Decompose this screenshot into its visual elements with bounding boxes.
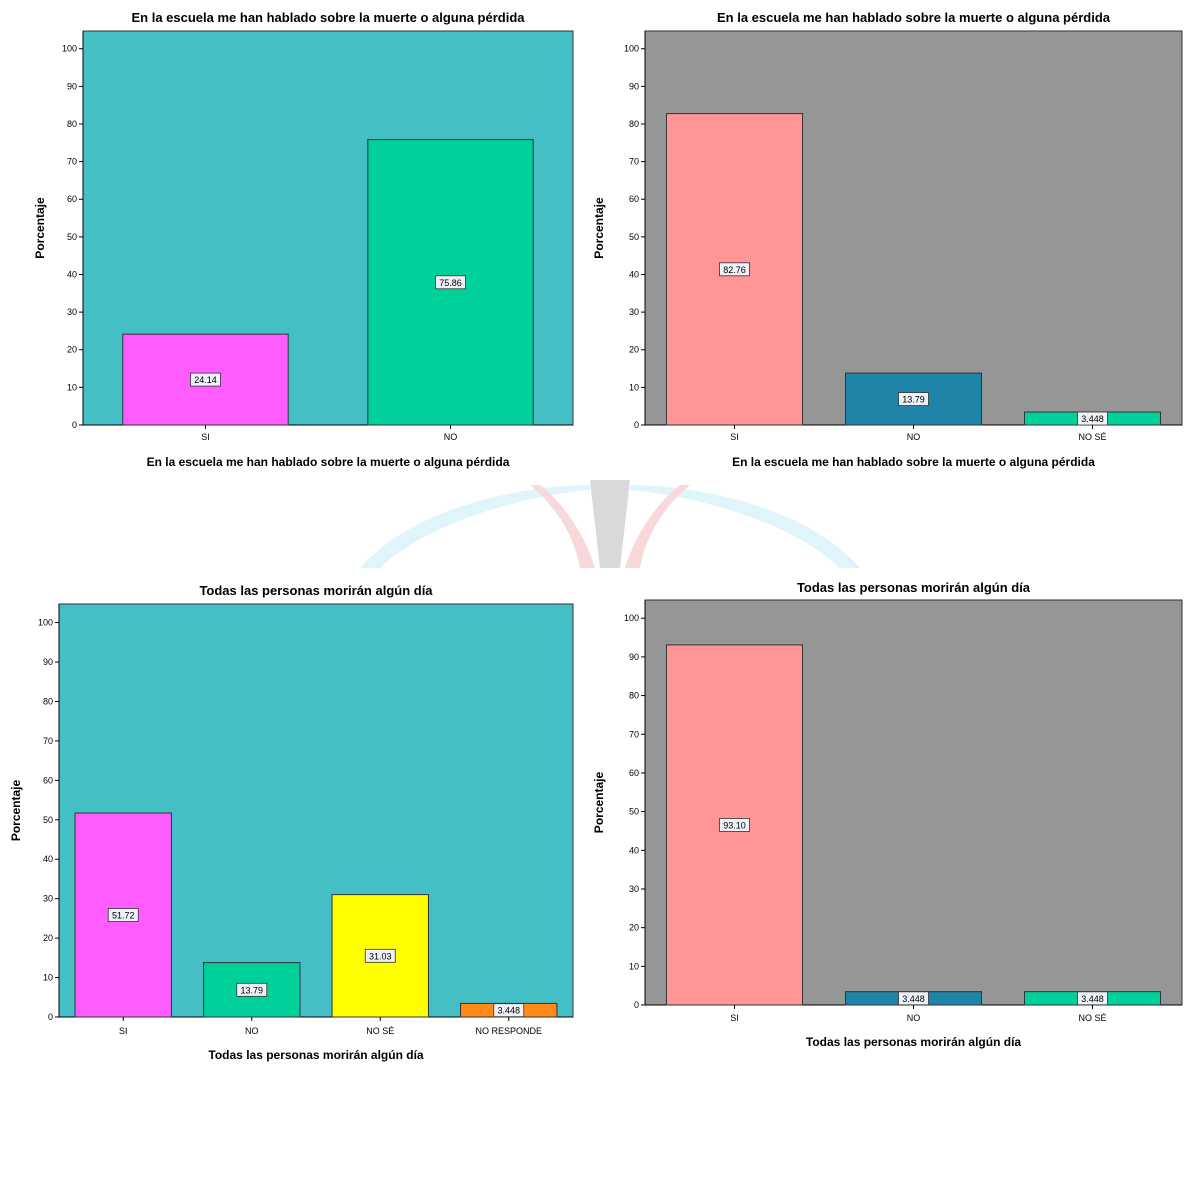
y-tick-label: 10 [629,382,639,392]
category-label: SI [730,1013,739,1023]
data-label-box [493,1003,525,1018]
y-tick-label: 50 [629,232,639,242]
y-tick-label: 70 [629,729,639,739]
data-label: 75.86 [439,278,462,288]
data-label-box [190,372,221,387]
data-label: 3.448 [1081,414,1104,424]
y-tick-label: 10 [43,973,53,983]
y-tick-label: 90 [629,81,639,91]
y-tick-label: 30 [43,894,53,904]
y-tick-label: 50 [629,807,639,817]
data-label: 3.448 [902,994,925,1004]
category-label: SI [201,432,210,442]
y-tick-label: 90 [67,81,77,91]
y-tick-label: 80 [629,119,639,129]
chart-title: Todas las personas morirán algún día [199,583,433,598]
data-label: 3.448 [1081,994,1104,1004]
category-label: NO SÉ [1078,1013,1106,1023]
data-label: 13.79 [902,395,925,405]
y-tick-label: 40 [629,845,639,855]
category-label: NO [245,1026,259,1036]
y-tick-label: 90 [629,652,639,662]
y-tick-label: 70 [43,736,53,746]
y-axis-label: Porcentaje [592,771,606,833]
y-tick-label: 100 [62,44,77,54]
data-label: 24.14 [194,375,217,385]
data-label: 13.79 [240,985,263,995]
y-tick-label: 0 [634,420,639,430]
y-tick-label: 40 [43,854,53,864]
x-axis-label: Todas las personas morirán algún día [208,1048,423,1062]
y-tick-label: 100 [624,613,639,623]
y-tick-label: 30 [629,307,639,317]
category-label: NO SÉ [366,1026,394,1036]
y-tick-label: 30 [67,307,77,317]
y-tick-label: 20 [67,345,77,355]
category-label: SI [730,432,739,442]
y-tick-label: 60 [67,194,77,204]
y-tick-label: 100 [38,618,53,628]
y-tick-label: 0 [634,1000,639,1010]
data-label: 51.72 [112,911,135,921]
y-tick-label: 10 [629,961,639,971]
y-tick-label: 60 [43,775,53,785]
y-tick-label: 40 [629,269,639,279]
y-tick-label: 50 [67,232,77,242]
y-tick-label: 50 [43,815,53,825]
y-tick-label: 70 [629,157,639,167]
data-label-box [1077,411,1108,426]
y-tick-label: 90 [43,657,53,667]
y-tick-label: 20 [43,933,53,943]
y-tick-label: 60 [629,768,639,778]
data-label: 93.10 [723,820,746,830]
data-label-box [898,991,929,1006]
y-tick-label: 70 [67,157,77,167]
y-tick-label: 20 [629,923,639,933]
data-label-box [719,262,750,277]
data-label: 82.76 [723,265,746,275]
data-label-box [1077,991,1108,1006]
chart-title: En la escuela me han hablado sobre la mu… [131,10,525,25]
y-axis-label: Porcentaje [33,197,47,259]
chart-title: En la escuela me han hablado sobre la mu… [717,10,1111,25]
y-tick-label: 60 [629,194,639,204]
data-label-box [236,982,268,997]
category-label: NO RESPONDE [475,1026,542,1036]
y-tick-label: 80 [43,696,53,706]
data-label-box [364,948,396,963]
category-label: NO SÉ [1078,432,1106,442]
y-axis-label: Porcentaje [592,197,606,259]
data-label-box [107,908,139,922]
y-tick-label: 30 [629,884,639,894]
data-label-box [435,275,466,290]
data-label: 31.03 [369,951,392,961]
y-tick-label: 10 [67,382,77,392]
x-axis-label: En la escuela me han hablado sobre la mu… [147,455,510,469]
x-axis-label: Todas las personas morirán algún día [806,1035,1021,1049]
category-label: NO [907,1013,921,1023]
data-label-box [719,818,750,832]
y-tick-label: 100 [624,44,639,54]
data-label: 3.448 [497,1006,520,1016]
chart-title: Todas las personas morirán algún día [797,580,1031,595]
category-label: SI [119,1026,128,1036]
y-tick-label: 0 [72,420,77,430]
y-tick-label: 0 [48,1012,53,1022]
y-tick-label: 40 [67,269,77,279]
y-axis-label: Porcentaje [9,779,23,841]
x-axis-label: En la escuela me han hablado sobre la mu… [732,455,1095,469]
y-tick-label: 20 [629,345,639,355]
y-tick-label: 80 [67,119,77,129]
category-label: NO [907,432,921,442]
data-label-box [898,392,929,406]
category-label: NO [444,432,458,442]
y-tick-label: 80 [629,691,639,701]
